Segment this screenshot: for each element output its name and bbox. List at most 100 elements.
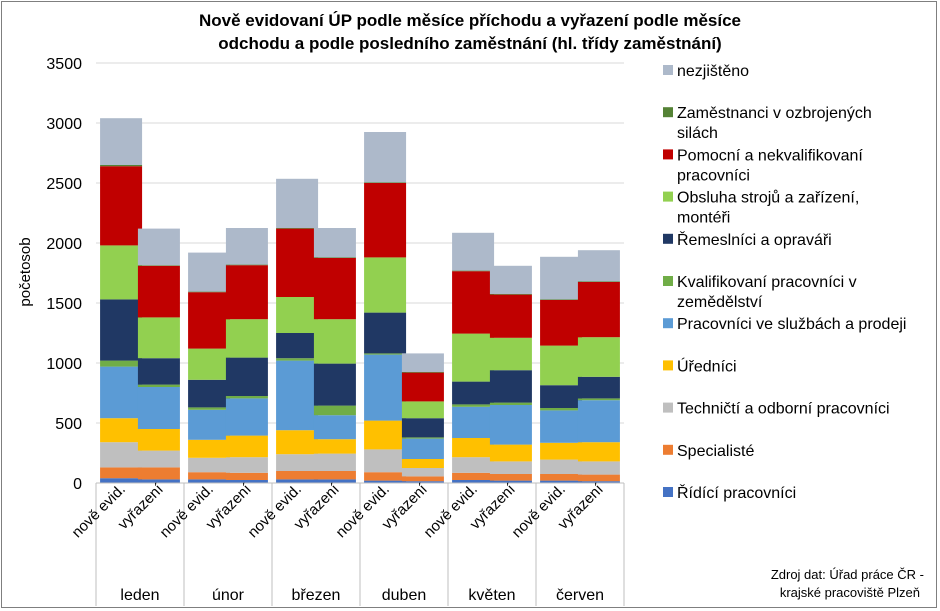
bar-segment xyxy=(489,444,532,462)
bar-segment xyxy=(452,270,495,272)
bar-segment xyxy=(276,228,319,297)
bar-segment xyxy=(540,459,583,474)
y-tick-label: 2000 xyxy=(46,236,82,253)
y-tick-label: 3500 xyxy=(46,56,82,73)
legend-swatch xyxy=(663,107,673,118)
legend-swatch xyxy=(663,233,673,244)
bar-segment xyxy=(188,479,231,483)
bar-segment xyxy=(100,467,143,479)
bar-segment xyxy=(452,438,495,458)
legend-label: Řemeslníci a opraváři xyxy=(677,230,832,249)
bar-segment xyxy=(225,457,268,473)
bar-segment xyxy=(188,292,231,349)
bar-segment xyxy=(100,418,143,443)
bar-segment xyxy=(540,299,583,300)
bar-segment xyxy=(100,299,143,361)
bar-segment xyxy=(401,353,444,372)
bar-segment xyxy=(364,312,407,354)
source-line-2: krajské pracoviště Plzeň xyxy=(780,585,920,600)
bar-segment xyxy=(100,478,143,483)
legend-label: Specialisté xyxy=(677,443,754,460)
bar-segment xyxy=(452,381,495,405)
x-group-label: březen xyxy=(292,587,341,604)
bar-segment xyxy=(577,481,620,483)
bar-segment xyxy=(364,420,407,450)
chart-title-line-1: Nově evidovaní ÚP podle měsíce příchodu … xyxy=(199,11,741,30)
bar-segment xyxy=(489,265,532,294)
bar-segment xyxy=(577,474,620,482)
bar-segment xyxy=(401,372,444,402)
bar-segment xyxy=(100,165,143,167)
y-tick-label: 500 xyxy=(55,416,82,433)
legend-label: Kvalifikovaní pracovníci v zemědělství xyxy=(677,274,857,311)
bar-segment xyxy=(100,118,143,165)
bar-segment xyxy=(401,438,444,459)
bar-segment xyxy=(188,379,231,408)
x-group-label: červen xyxy=(556,587,604,604)
bar-segment xyxy=(313,319,356,364)
bar-segment xyxy=(401,468,444,477)
bar-segment xyxy=(540,474,583,481)
y-tick-label: 0 xyxy=(73,476,82,493)
x-group-label: únor xyxy=(212,587,245,604)
bar-segment xyxy=(452,457,495,473)
bar-segment xyxy=(100,442,143,468)
bar-segment xyxy=(100,166,143,246)
bar-segment xyxy=(452,472,495,480)
y-tick-label: 1500 xyxy=(46,296,82,313)
bar-segment xyxy=(100,360,143,367)
bar-segment xyxy=(364,182,407,183)
bar-segment xyxy=(225,319,268,358)
bar-segment xyxy=(540,345,583,386)
bar-segment xyxy=(276,358,319,361)
bar-segment xyxy=(276,471,319,480)
bar-segment xyxy=(137,384,180,387)
bar-segment xyxy=(540,385,583,408)
bar-segment xyxy=(364,183,407,258)
bar-segment xyxy=(452,480,495,483)
bar-segment xyxy=(364,354,407,421)
bar-segment xyxy=(540,300,583,346)
chart-title-line-2: odchodu a podle posledního zaměstnání (h… xyxy=(218,34,721,53)
legend-swatch xyxy=(663,65,673,75)
legend-swatch xyxy=(663,276,673,286)
bar-segment xyxy=(188,348,231,380)
bar-segment xyxy=(489,402,532,405)
legend-label: Úředníci xyxy=(677,356,737,375)
bar-segment xyxy=(364,257,407,313)
x-sub-label: nově evid. xyxy=(245,481,305,541)
bar-segment xyxy=(577,281,620,282)
bar-segment xyxy=(188,439,231,458)
legend-swatch xyxy=(663,360,673,371)
bar-segment xyxy=(313,257,356,258)
bar-segment xyxy=(313,258,356,320)
bar-segment xyxy=(276,228,319,229)
bar-segment xyxy=(137,265,180,266)
bar-segment xyxy=(225,228,268,265)
x-sub-label: nově evid. xyxy=(421,481,481,541)
bar-segment xyxy=(137,479,180,483)
bar-segment xyxy=(313,228,356,258)
bar-segment xyxy=(540,256,583,300)
bar-segment xyxy=(225,435,268,458)
bar-segment xyxy=(137,265,180,318)
legend-label: nezjištěno xyxy=(677,63,749,80)
legend-swatch xyxy=(663,191,673,202)
bar-segment xyxy=(364,132,407,183)
bar-segment xyxy=(225,265,268,320)
bar-segment xyxy=(540,410,583,443)
legend-swatch xyxy=(663,318,673,329)
x-sub-label: nově evid. xyxy=(333,481,393,541)
legend-label: Obsluha strojů a zařízení, montéři xyxy=(677,189,859,227)
bar-segment xyxy=(188,409,231,440)
legend-swatch xyxy=(663,487,673,497)
bar-segment xyxy=(452,333,495,382)
bar-segment xyxy=(225,357,268,396)
bar-segment xyxy=(364,480,407,483)
y-tick-label: 2500 xyxy=(46,176,82,193)
bar-segment xyxy=(276,454,319,471)
bar-segment xyxy=(364,449,407,473)
bar-segment xyxy=(188,291,231,293)
bar-segment xyxy=(137,228,180,266)
